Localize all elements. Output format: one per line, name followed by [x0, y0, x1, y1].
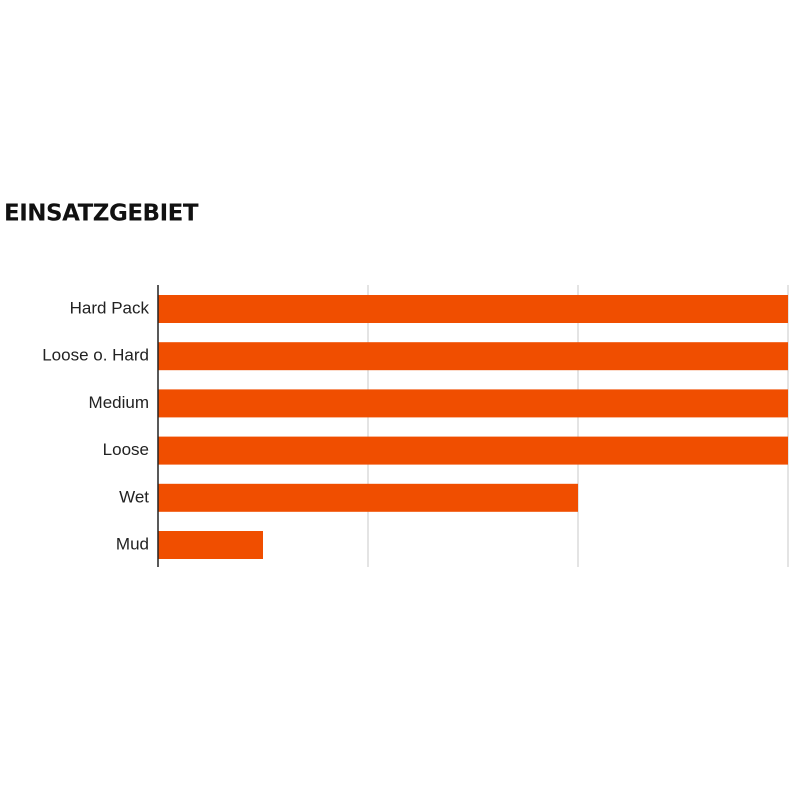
y-tick-label: Medium — [89, 393, 149, 412]
y-tick-label: Hard Pack — [70, 298, 150, 317]
y-tick-label: Mud — [116, 534, 149, 553]
bar — [158, 389, 788, 418]
bar — [158, 295, 788, 323]
bar — [158, 531, 263, 559]
bar — [158, 342, 788, 371]
y-tick-label: Loose o. Hard — [42, 346, 149, 365]
chart-title: EINSATZGEBIET — [4, 201, 199, 227]
bar — [158, 436, 788, 465]
y-tick-label: Wet — [119, 487, 149, 506]
bar — [158, 483, 578, 512]
y-tick-label: Loose — [103, 440, 149, 459]
